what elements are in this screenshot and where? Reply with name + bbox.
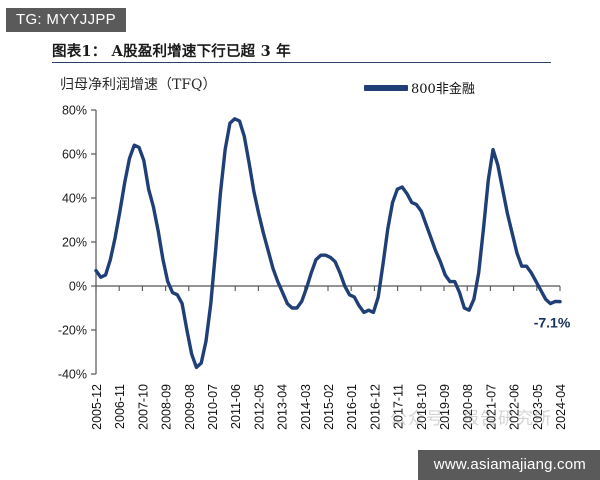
legend-line-swatch-icon — [364, 84, 408, 91]
legend-series-label: 800非金融 — [411, 82, 475, 97]
y-axis-tick-label: -20% — [58, 324, 87, 338]
tg-tag-badge: TG: MYYJJPP — [6, 8, 126, 33]
x-axis-tick-label: 2005-12 — [90, 384, 104, 430]
x-axis-tick-label: 2006-11 — [113, 384, 127, 429]
x-axis-tick-label: 2016-12 — [368, 384, 382, 430]
y-axis: 80% 60% 40% 20% 0% -20% -40% — [58, 104, 97, 382]
x-axis-tick-label: 2007-10 — [136, 384, 150, 430]
x-axis-tick-label: 2024-04 — [554, 384, 568, 430]
y-axis-tick-label: -40% — [58, 368, 87, 382]
figure-title: 图表1： A股盈利增速下行已超 3 年 — [52, 43, 291, 60]
site-watermark-bar: www.asiamajiang.com — [417, 450, 600, 480]
x-axis-tick-label: 2008-09 — [160, 384, 174, 430]
title-divider — [52, 62, 551, 63]
y-axis-tick-label: 60% — [62, 148, 87, 162]
y-axis-tick-label: 80% — [62, 104, 87, 118]
series-800-non-financial — [94, 117, 562, 370]
series-line — [94, 117, 562, 370]
y-axis-tick-label: 20% — [62, 236, 87, 250]
axis-caption: 归母净利润增速（TFQ） — [60, 77, 217, 93]
x-axis-tick-label: 2015-02 — [322, 384, 336, 430]
x-axis-tick-label: 2014-03 — [299, 384, 313, 430]
chart-legend: 800非金融 — [364, 78, 475, 97]
end-value-annotation: -7.1% — [534, 315, 571, 331]
y-axis-tick-label: 0% — [69, 280, 87, 294]
y-axis-tick-label: 40% — [62, 192, 87, 206]
x-axis-tick-label: 2016-01 — [345, 384, 359, 430]
x-axis-tick-label: 2011-06 — [229, 384, 243, 429]
x-axis-tick-label: 2012-05 — [252, 384, 266, 430]
x-axis-tick-label: 2009-08 — [183, 384, 197, 430]
x-axis-tick-label: 2013-04 — [276, 384, 290, 430]
x-axis-tick-label: 2010-07 — [206, 384, 220, 430]
watermark-chinese: 公众号：报告研究所 — [390, 409, 552, 429]
end-value-label: -7.1% — [534, 315, 571, 331]
